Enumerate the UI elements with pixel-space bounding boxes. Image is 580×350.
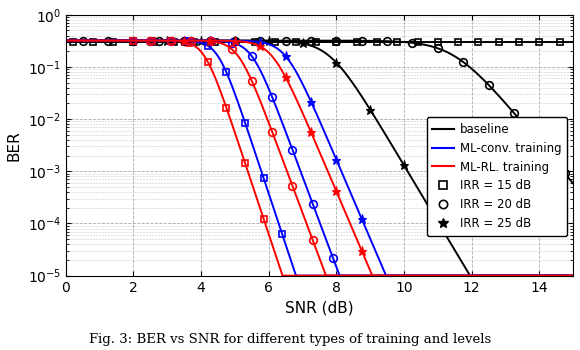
X-axis label: SNR (dB): SNR (dB)	[285, 300, 354, 315]
Legend: baseline, ML-conv. training, ML-RL. training, IRR = 15 dB, IRR = 20 dB, IRR = 25: baseline, ML-conv. training, ML-RL. trai…	[426, 117, 567, 236]
Y-axis label: BER: BER	[7, 130, 22, 161]
Text: Fig. 3: BER vs SNR for different types of training and levels: Fig. 3: BER vs SNR for different types o…	[89, 334, 491, 346]
